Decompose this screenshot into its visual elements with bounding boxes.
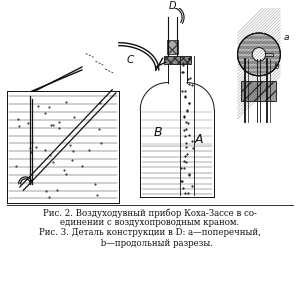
Text: Рис. 3. Деталь конструкции в D: а—поперечный,: Рис. 3. Деталь конструкции в D: а—попере…: [39, 228, 261, 237]
Text: D: D: [169, 1, 176, 10]
Text: A: A: [194, 132, 203, 145]
Text: единении с воздухопроводным краном.: единении с воздухопроводным краном.: [60, 218, 240, 227]
Bar: [164, 56, 191, 64]
Bar: [242, 81, 277, 100]
Bar: [164, 56, 191, 64]
Bar: [265, 53, 273, 56]
Text: B: B: [154, 126, 162, 139]
Text: b—продольный разрезы.: b—продольный разрезы.: [87, 239, 213, 248]
Bar: [167, 40, 178, 54]
Bar: [242, 81, 277, 100]
Text: a: a: [283, 33, 289, 42]
Text: b: b: [274, 62, 279, 70]
Circle shape: [238, 33, 280, 76]
Text: Рис. 2. Воздуходувный прибор Коха-Зассе в со-: Рис. 2. Воздуходувный прибор Коха-Зассе …: [43, 208, 257, 218]
Text: C: C: [127, 55, 134, 65]
Circle shape: [252, 48, 266, 61]
Bar: [167, 40, 178, 54]
